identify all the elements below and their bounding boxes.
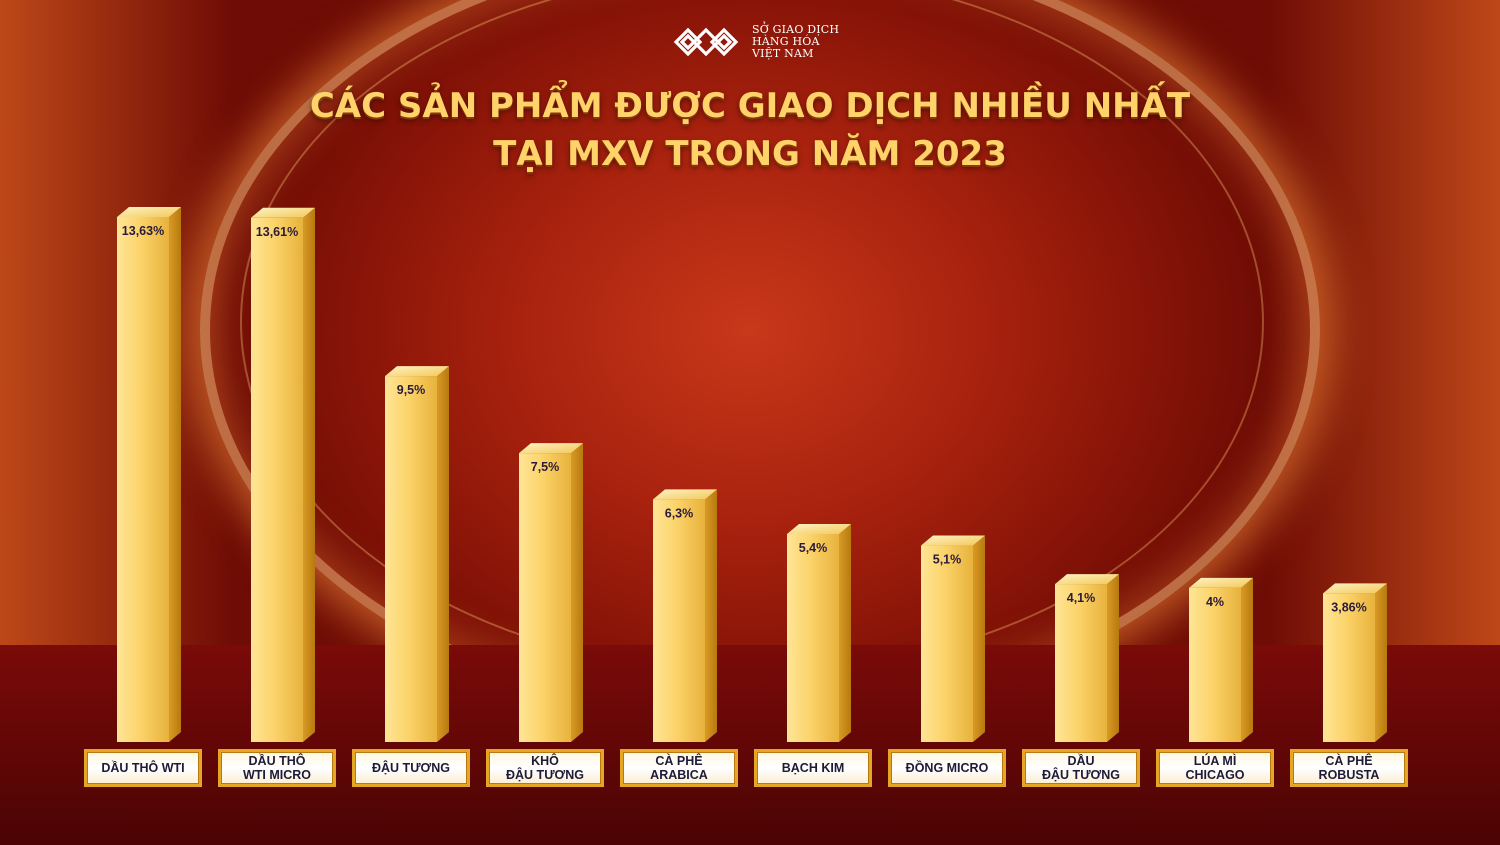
category-label-0: DẦU THÔ WTI <box>84 749 202 787</box>
chart-title-line-1: CÁC SẢN PHẨM ĐƯỢC GIAO DỊCH NHIỀU NHẤT <box>309 86 1191 126</box>
bar-top-5 <box>787 524 851 535</box>
mxv-logo-text: SỞ GIAO DỊCH HÀNG HÓA VIỆT NAM <box>752 24 839 60</box>
category-label-2: ĐẬU TƯƠNG <box>352 749 470 787</box>
chart-title-line-2: TẠI MXV TRONG NĂM 2023 <box>493 134 1007 174</box>
bar-side-7 <box>1107 574 1119 742</box>
bar-side-2 <box>437 366 449 742</box>
category-label-7: DẦU ĐẬU TƯƠNG <box>1022 749 1140 787</box>
bar-value-label-1: 13,61% <box>256 225 298 239</box>
bar-top-4 <box>653 489 717 500</box>
logo-line-1: SỞ GIAO DỊCH <box>752 23 840 36</box>
mxv-logo-icon <box>672 24 744 60</box>
bar-7 <box>1055 584 1107 742</box>
bar-value-label-4: 6,3% <box>665 506 694 520</box>
bar-0 <box>117 217 169 742</box>
bar-top-0 <box>117 207 181 217</box>
bar-side-6 <box>973 535 985 742</box>
bar-value-label-2: 9,5% <box>397 383 426 397</box>
bar-top-3 <box>519 443 583 454</box>
bar-4 <box>653 499 705 742</box>
bar-2 <box>385 376 437 742</box>
bar-top-9 <box>1323 583 1387 594</box>
category-label-3: KHÔ ĐẬU TƯƠNG <box>486 749 604 787</box>
bar-8 <box>1189 587 1241 742</box>
mxv-logo: SỞ GIAO DỊCH HÀNG HÓA VIỆT NAM <box>672 24 839 60</box>
logo-line-2: HÀNG HÓA <box>752 35 820 48</box>
category-label-4: CÀ PHÊ ARABICA <box>620 749 738 787</box>
bar-9 <box>1323 593 1375 742</box>
bar-side-5 <box>839 524 851 742</box>
bar-value-label-8: 4% <box>1206 595 1224 609</box>
bar-value-label-0: 13,63% <box>122 224 164 238</box>
category-label-5: BẠCH KIM <box>754 749 872 787</box>
bar-5 <box>787 534 839 742</box>
bar-side-3 <box>571 443 583 742</box>
bar-side-0 <box>169 207 181 742</box>
bar-value-label-6: 5,1% <box>933 553 962 567</box>
bar-side-4 <box>705 489 717 742</box>
bar-top-1 <box>251 207 315 218</box>
bar-side-9 <box>1375 583 1387 742</box>
bar-top-6 <box>921 535 985 546</box>
bar-side-8 <box>1241 577 1253 742</box>
bar-top-7 <box>1055 574 1119 585</box>
bar-3 <box>519 453 571 742</box>
bar-value-label-5: 5,4% <box>799 541 828 555</box>
bar-value-label-7: 4,1% <box>1067 591 1096 605</box>
bar-value-label-3: 7,5% <box>531 460 560 474</box>
bar-value-label-9: 3,86% <box>1331 600 1366 614</box>
bar-6 <box>921 545 973 742</box>
category-label-6: ĐỒNG MICRO <box>888 749 1006 787</box>
category-label-8: LÚA MÌ CHICAGO <box>1156 749 1274 787</box>
category-label-1: DẦU THÔ WTI MICRO <box>218 749 336 787</box>
bar-top-8 <box>1189 577 1253 588</box>
bar-side-1 <box>303 207 315 742</box>
bar-top-2 <box>385 366 449 377</box>
category-label-9: CÀ PHÊ ROBUSTA <box>1290 749 1408 787</box>
logo-line-3: VIỆT NAM <box>752 47 814 60</box>
bar-1 <box>251 217 303 742</box>
